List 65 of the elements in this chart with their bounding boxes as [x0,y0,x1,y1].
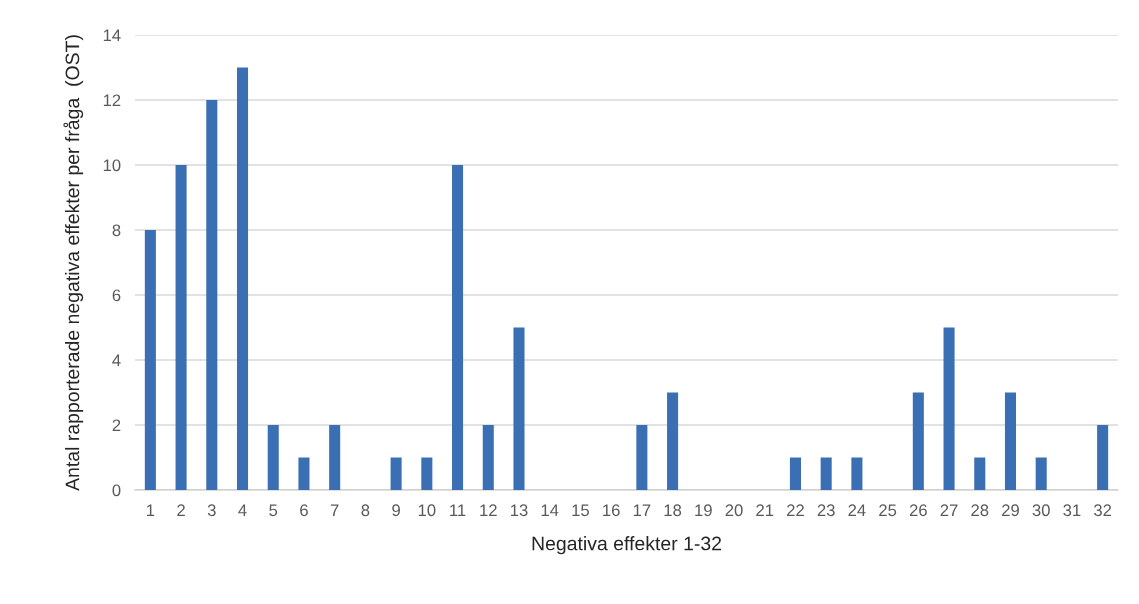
bar [943,327,955,490]
x-tick-label: 3 [207,504,216,517]
x-tick-label: 4 [238,504,247,516]
bar [667,392,679,490]
bar [236,67,249,490]
x-tick-label: 1 [147,504,155,516]
x-tick-label: 2 [177,504,185,516]
x-tick-label: 19 [695,504,712,517]
x-tick-label: 28 [971,504,989,517]
x-tick-label: 25 [879,504,897,517]
y-tick-label: 6 [112,289,121,302]
x-tick-label: 5 [269,504,278,517]
bar [1097,425,1109,490]
bar [298,457,310,490]
x-axis-title: Negativa effekter 1-32 [532,536,722,555]
x-tick-label: 16 [603,504,620,517]
bar [175,165,187,490]
bar [144,230,156,490]
y-axis-title: Antal rapporterade negativa effekter per fråga (OST) [63,35,84,491]
x-tick-label: 13 [510,504,528,517]
bar [1004,392,1017,490]
bar [851,457,863,490]
x-tick-label: 18 [664,504,682,517]
y-tick-label: 10 [103,159,121,172]
bar [974,457,986,490]
x-tick-label: 22 [787,504,804,516]
bar [482,425,494,490]
bar [636,425,648,490]
x-tick-label: 20 [725,504,743,517]
x-tick-label: 15 [572,504,589,517]
x-tick-label: 17 [633,504,651,516]
y-tick-label: 0 [112,484,121,497]
x-tick-label: 14 [541,504,559,516]
x-tick-label: 32 [1094,504,1112,517]
x-tick-label: 11 [450,504,466,516]
bar [390,457,402,490]
x-tick-label: 29 [1002,504,1019,517]
x-tick-label: 12 [480,504,497,516]
bar [820,457,832,490]
x-tick-label: 8 [361,504,370,517]
x-tick-label: 31 [1063,504,1081,517]
bar [513,327,525,490]
y-tick-label: 12 [103,94,121,107]
x-tick-label: 7 [330,504,339,516]
x-tick-label: 6 [300,504,308,517]
y-tick-label: 14 [103,29,121,42]
bar [206,100,218,490]
bar [789,457,801,490]
bar [1035,457,1047,490]
y-tick-label: 4 [112,354,121,367]
bar [421,457,433,490]
x-tick-label: 21 [756,504,774,516]
y-tick-label: 2 [112,419,121,432]
x-tick-label: 27 [940,504,958,516]
bar [452,165,464,490]
x-tick-label: 9 [392,504,400,517]
bar [267,425,279,490]
x-tick-label: 23 [817,504,835,517]
x-tick-label: 26 [909,504,927,517]
bar [912,392,924,490]
y-tick-label: 8 [112,224,121,237]
bar [329,425,341,490]
x-tick-label: 10 [418,504,436,517]
x-tick-label: 24 [848,504,866,516]
x-tick-label: 30 [1032,504,1050,517]
